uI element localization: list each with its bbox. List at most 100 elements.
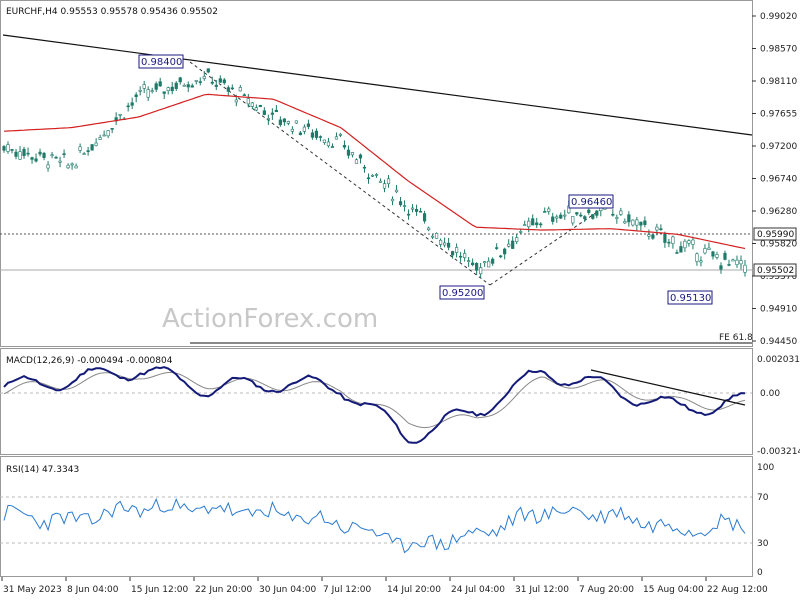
candle-body [591, 214, 595, 219]
candle-body [98, 137, 102, 140]
x-tick-label: 7 Jul 12:00 [323, 585, 372, 595]
macd-header: MACD(12,26,9) -0.000494 -0.000804 [6, 356, 173, 366]
candle-body [559, 214, 563, 219]
candle-body [402, 205, 407, 207]
candle-body [178, 77, 182, 83]
fe-label: FE 61.8 [719, 333, 753, 343]
candle-body [390, 198, 395, 202]
candle-body [322, 139, 327, 143]
candle-body [174, 82, 178, 89]
candle-body [699, 260, 703, 263]
candle-body [194, 80, 198, 82]
candle-body [26, 152, 30, 155]
candle-body [38, 151, 42, 155]
annotation-low2: 0.95130 [667, 290, 713, 305]
x-tick-label: 15 Aug 04:00 [643, 585, 704, 595]
rsi-tick-100: 100 [757, 463, 774, 473]
candle-body [334, 136, 339, 140]
candle-body [406, 213, 411, 216]
candle-body [146, 89, 150, 98]
candle-body [226, 87, 230, 92]
candle-body [118, 113, 122, 116]
candle-body [366, 177, 371, 180]
rsi-header: RSI(14) 47.3343 [6, 465, 79, 475]
candle-body [62, 153, 66, 156]
swing-line-up [489, 209, 601, 286]
candle-body [206, 68, 210, 73]
candle-body [543, 211, 547, 213]
y-tick-label: 0.94450 [760, 337, 797, 347]
candle-body [14, 151, 18, 157]
candle-body [82, 153, 86, 155]
candle-body [294, 120, 298, 124]
candle-body [647, 234, 651, 237]
candle-body [503, 248, 507, 255]
candle-body [627, 214, 631, 223]
macd-signal-line [3, 372, 746, 429]
candle-body [94, 142, 98, 146]
candle-body [707, 247, 711, 250]
macd-trendline [590, 369, 746, 406]
candle-body [190, 85, 194, 88]
candle-body [519, 231, 523, 233]
candle-body [438, 239, 443, 245]
candle-body [18, 151, 22, 160]
candle-body [150, 90, 154, 92]
candle-body [22, 148, 26, 157]
candle-body [739, 260, 743, 265]
watermark: ActionForex.com [162, 304, 378, 334]
x-tick-label: 30 Jun 04:00 [259, 585, 316, 595]
candle-body [218, 78, 222, 83]
candle-body [655, 226, 659, 231]
candle-body [270, 112, 274, 115]
candle-body [314, 130, 319, 138]
candle-body [422, 213, 427, 222]
y-tick-label: 0.98110 [760, 77, 797, 87]
candle-body [234, 99, 238, 103]
candle-body [386, 178, 391, 185]
annotation-label: 0.95200 [442, 288, 483, 299]
candle-body [6, 144, 10, 152]
candle-body [475, 263, 479, 271]
x-tick-label: 8 Jun 04:00 [67, 585, 119, 595]
rsi-tick-30: 30 [757, 539, 769, 549]
candle-body [711, 251, 715, 257]
level-price-box: 0.95990 [753, 227, 797, 241]
candle-body [318, 136, 323, 138]
candle-body [663, 233, 667, 243]
candle-body [262, 110, 266, 115]
y-tick-label: 0.96280 [760, 207, 797, 217]
candle-body [418, 210, 423, 213]
candle-body [499, 255, 503, 258]
candle-body [2, 146, 6, 151]
candle-body [350, 152, 355, 156]
candle-body [659, 228, 663, 231]
candle-body [731, 259, 735, 262]
macd-line [3, 366, 746, 444]
candle-body [370, 174, 375, 177]
candle-body [515, 237, 519, 242]
candle-body [362, 166, 367, 169]
candle-body [142, 84, 146, 89]
candle-body [346, 149, 351, 156]
candle-body [491, 258, 495, 264]
candle-body [134, 94, 138, 98]
current-price-label: 0.95502 [757, 266, 794, 276]
candle-body [302, 126, 307, 132]
candle-body [434, 233, 439, 239]
candle-body [523, 224, 527, 226]
candle-body [495, 247, 499, 249]
annotation-label: 0.96460 [571, 197, 612, 208]
annotation-label: 0.95130 [670, 293, 711, 304]
candle-body [579, 214, 583, 217]
candle-body [66, 164, 70, 169]
candle-body [463, 253, 467, 258]
candle-body [691, 239, 695, 245]
candles [2, 68, 747, 279]
candle-body [222, 79, 226, 84]
candle-body [154, 83, 158, 90]
y-tick-label: 0.97655 [760, 110, 797, 120]
candle-body [42, 152, 46, 158]
candle-body [723, 252, 727, 260]
annotation-high: 0.98400 [138, 54, 184, 69]
